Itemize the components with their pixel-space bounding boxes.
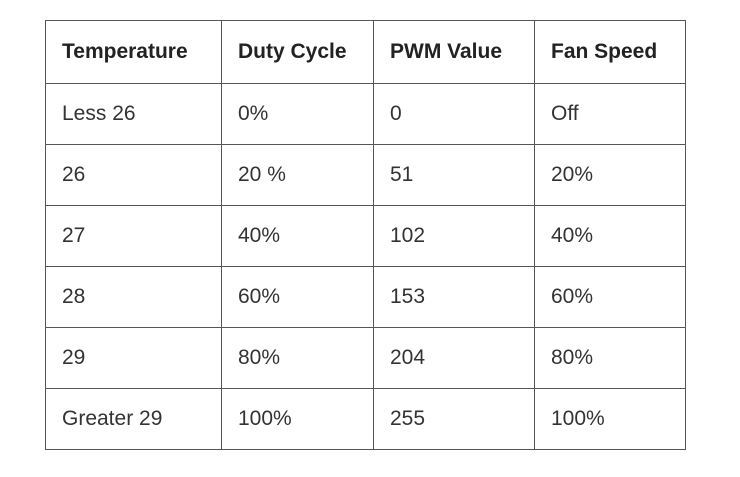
header-cell: PWM Value: [373, 20, 535, 84]
header-cell: Fan Speed: [534, 20, 686, 84]
table-cell: 255: [373, 388, 535, 450]
table-cell: 20%: [534, 144, 686, 206]
fan-table: Temperature Duty Cycle PWM Value Fan Speed …: [45, 20, 686, 450]
table-row: 29 80% 204 80%: [45, 327, 686, 389]
table-row: 28 60% 153 60%: [45, 266, 686, 328]
table-cell: 153: [373, 266, 535, 328]
table-cell: 28: [45, 266, 222, 328]
table-cell: Off: [534, 83, 686, 145]
table-cell: 40%: [221, 205, 374, 267]
table-cell: 60%: [221, 266, 374, 328]
table-body: Less 26 0% 0 Off 26 20 % 51 20% 27 40% 102 40% 28 60%…: [45, 83, 686, 450]
table-cell: 102: [373, 205, 535, 267]
table-cell: 100%: [534, 388, 686, 450]
table-cell: Less 26: [45, 83, 222, 145]
table-cell: 80%: [534, 327, 686, 389]
table-cell: 27: [45, 205, 222, 267]
table-cell: 204: [373, 327, 535, 389]
table-cell: 60%: [534, 266, 686, 328]
table-cell: 29: [45, 327, 222, 389]
table-cell: 0: [373, 83, 535, 145]
header-row: Temperature Duty Cycle PWM Value Fan Speed: [45, 20, 686, 84]
table-cell: 0%: [221, 83, 374, 145]
header-cell: Temperature: [45, 20, 222, 84]
table-row: 26 20 % 51 20%: [45, 144, 686, 206]
table-cell: 20 %: [221, 144, 374, 206]
table-cell: 26: [45, 144, 222, 206]
table-row: Greater 29 100% 255 100%: [45, 388, 686, 450]
table-cell: Greater 29: [45, 388, 222, 450]
table-cell: 40%: [534, 205, 686, 267]
table-row: Less 26 0% 0 Off: [45, 83, 686, 145]
table-row: 27 40% 102 40%: [45, 205, 686, 267]
header-cell: Duty Cycle: [221, 20, 374, 84]
table-cell: 80%: [221, 327, 374, 389]
table-cell: 100%: [221, 388, 374, 450]
table-cell: 51: [373, 144, 535, 206]
